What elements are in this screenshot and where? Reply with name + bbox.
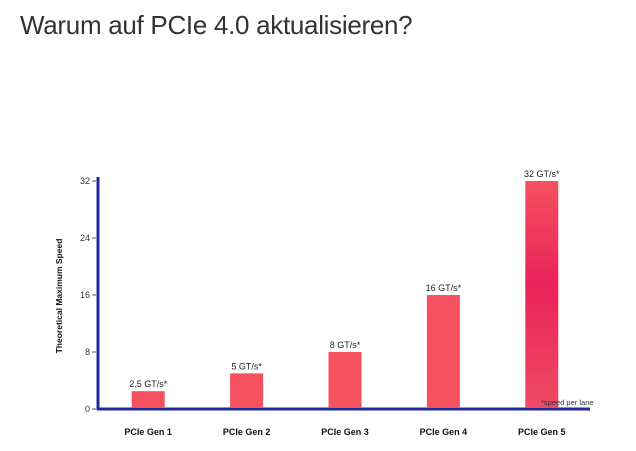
- data-label: 2.5 GT/s*: [129, 379, 168, 389]
- x-category-label: PCIe Gen 2: [223, 427, 271, 437]
- y-tick-label: 8: [85, 347, 90, 357]
- y-tick-label: 24: [80, 233, 90, 243]
- data-label: 16 GT/s*: [426, 283, 462, 293]
- y-tick-label: 0: [85, 404, 90, 414]
- page-title: Warum auf PCIe 4.0 aktualisieren?: [20, 10, 413, 40]
- y-tick-label: 32: [80, 176, 90, 186]
- bar: [328, 352, 362, 408]
- x-category-label: PCIe Gen 5: [518, 427, 566, 437]
- footnote: *speed per lane: [541, 398, 594, 407]
- x-category-label: PCIe Gen 3: [321, 427, 369, 437]
- bar: [525, 181, 559, 408]
- y-tick-label: 16: [80, 290, 90, 300]
- bar: [230, 373, 264, 408]
- x-category-label: PCIe Gen 4: [420, 427, 468, 437]
- bar: [426, 295, 460, 408]
- data-label: 8 GT/s*: [330, 340, 361, 350]
- data-label: 5 GT/s*: [231, 361, 262, 371]
- data-label: 32 GT/s*: [524, 169, 560, 179]
- bar: [131, 391, 165, 408]
- x-category-label: PCIe Gen 1: [124, 427, 172, 437]
- y-axis-title: Theoretical Maximum Speed: [54, 239, 64, 354]
